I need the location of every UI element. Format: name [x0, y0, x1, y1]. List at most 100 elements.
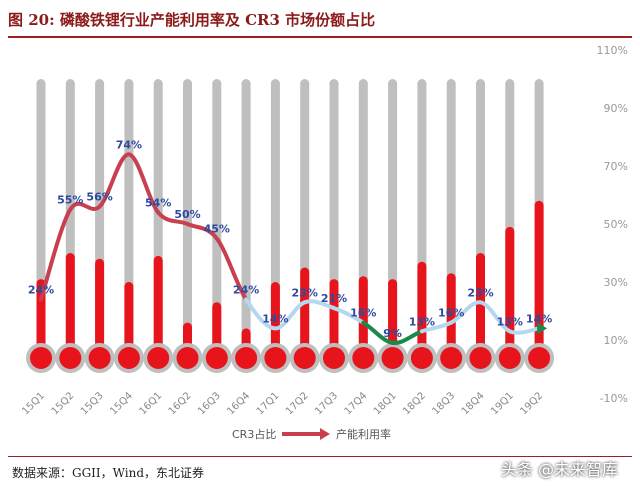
utilization-line-segment: [449, 300, 483, 325]
data-label: 45%: [204, 223, 230, 236]
utilization-line-segment: [390, 329, 424, 345]
cr3-bar: [270, 282, 280, 358]
cr3-bars: [36, 200, 544, 358]
data-label: 23%: [467, 286, 493, 299]
data-label: 55%: [57, 194, 83, 207]
y-tick-label: -10%: [600, 392, 628, 405]
cr3-bar: [300, 267, 310, 358]
bulb-core: [235, 347, 258, 369]
utilization-line-segment: [244, 297, 278, 331]
data-label: 24%: [233, 283, 259, 296]
y-tick-label: 90%: [604, 102, 628, 115]
bulb-core: [440, 347, 463, 369]
x-tick-label: 15Q3: [79, 390, 106, 417]
data-label: 56%: [86, 191, 112, 204]
chart: 24%55% 56%74%54%50%45%24%14%23% 21%16%9%13…: [20, 44, 628, 441]
background-bar: [241, 79, 251, 358]
x-tick-label: 16Q2: [167, 390, 194, 417]
data-label: 14%: [262, 312, 288, 325]
utilization-line-segment: [273, 300, 307, 331]
bulb-core: [498, 347, 521, 369]
data-label: 14%: [526, 312, 552, 325]
cr3-bar: [358, 276, 368, 358]
y-tick-label: 30%: [604, 276, 628, 289]
bulb-core: [117, 347, 140, 369]
y-tick-label: 10%: [604, 334, 628, 347]
bulb-core: [205, 347, 228, 369]
background-bar: [212, 79, 222, 358]
data-label: 21%: [321, 292, 347, 305]
x-axis-ticks: 15Q1 15Q2 15Q3 15Q4 16Q1 16Q2 16Q3 16Q4 17Q1 17Q2…: [20, 390, 545, 417]
figure-caption: 图 20: 磷酸铁锂行业产能利用率及 CR3 市场份额占比: [8, 11, 376, 29]
utilization-line-segment: [302, 299, 336, 311]
legend-utilization-label: 产能利用率: [336, 427, 391, 441]
utilization-line-segment: [419, 320, 454, 334]
data-label: 24%: [28, 283, 54, 296]
bulb-core: [176, 347, 199, 369]
y-tick-label: 110%: [597, 44, 628, 57]
utilization-line-segment: [39, 207, 73, 302]
y-axis-ticks: 110% 90% 70% 50% 30% 10% -10%: [597, 44, 628, 405]
data-label: 13%: [409, 315, 435, 328]
x-tick-label: 16Q4: [225, 390, 252, 417]
utilization-line-segment: [126, 152, 161, 215]
bulb-core: [381, 347, 404, 369]
data-label: 16%: [438, 307, 464, 320]
x-tick-label: 18Q4: [460, 390, 487, 417]
bulb-core: [352, 347, 375, 369]
bulb-core: [528, 347, 551, 369]
bulb-core: [469, 347, 492, 369]
x-tick-label: 15Q1: [20, 390, 47, 417]
bulb-core: [30, 347, 52, 369]
x-tick-label: 17Q3: [313, 390, 340, 417]
bulb-core: [59, 347, 82, 369]
cr3-bar: [446, 273, 456, 358]
data-source: 数据来源：GGII，Wind，东北证券: [12, 466, 205, 480]
legend-arrow-swatch: [320, 428, 330, 440]
watermark: 头条 @未来智库: [500, 460, 618, 479]
x-tick-label: 17Q1: [255, 390, 282, 417]
cr3-bar: [124, 282, 134, 358]
x-tick-label: 19Q1: [489, 390, 516, 417]
bulb-core: [293, 347, 316, 369]
cr3-bar: [153, 255, 163, 358]
utilization-line-segment: [68, 201, 102, 212]
data-label: 50%: [174, 208, 200, 221]
utilization-line-segment: [478, 300, 512, 334]
bulb-core: [264, 347, 287, 369]
utilization-line-segment: [185, 222, 219, 241]
x-tick-label: 17Q2: [284, 390, 311, 417]
utilization-line-arrow: [537, 322, 548, 335]
legend-cr3-label: CR3占比: [232, 427, 276, 441]
x-tick-label: 15Q2: [50, 390, 77, 417]
legend: CR3占比 产能利用率: [232, 427, 391, 441]
bar-bulbs: [26, 343, 555, 373]
cr3-bar: [388, 279, 398, 358]
data-label: 74%: [116, 138, 142, 151]
utilization-line-segment: [97, 152, 131, 209]
utilization-line-segment: [361, 320, 395, 345]
utilization-line-segment: [332, 306, 366, 325]
x-tick-label: 19Q2: [518, 390, 545, 417]
bulb-core: [147, 347, 170, 369]
caption-rule: [8, 36, 632, 38]
utilization-line-segment: [156, 210, 190, 226]
utilization-line-segment: [214, 236, 249, 302]
cr3-bar: [505, 226, 515, 358]
data-label: 54%: [145, 196, 171, 209]
x-tick-label: 16Q3: [196, 390, 223, 417]
data-labels: 24%55% 56%74%54%50%45%24%14%23% 21%16%9%13…: [28, 138, 552, 340]
data-label: 9%: [383, 327, 402, 340]
cr3-bar: [65, 253, 75, 358]
cr3-bar: [95, 258, 105, 358]
x-tick-label: 18Q1: [372, 390, 399, 417]
cr3-bar: [329, 279, 339, 358]
bulb-core: [88, 347, 111, 369]
x-tick-label: 18Q3: [430, 390, 457, 417]
y-tick-label: 70%: [604, 160, 628, 173]
x-tick-label: 17Q4: [343, 390, 370, 417]
data-label: 16%: [350, 307, 376, 320]
source-rule: [8, 456, 632, 457]
bulb-core: [323, 347, 345, 369]
bulb-core: [410, 347, 433, 369]
